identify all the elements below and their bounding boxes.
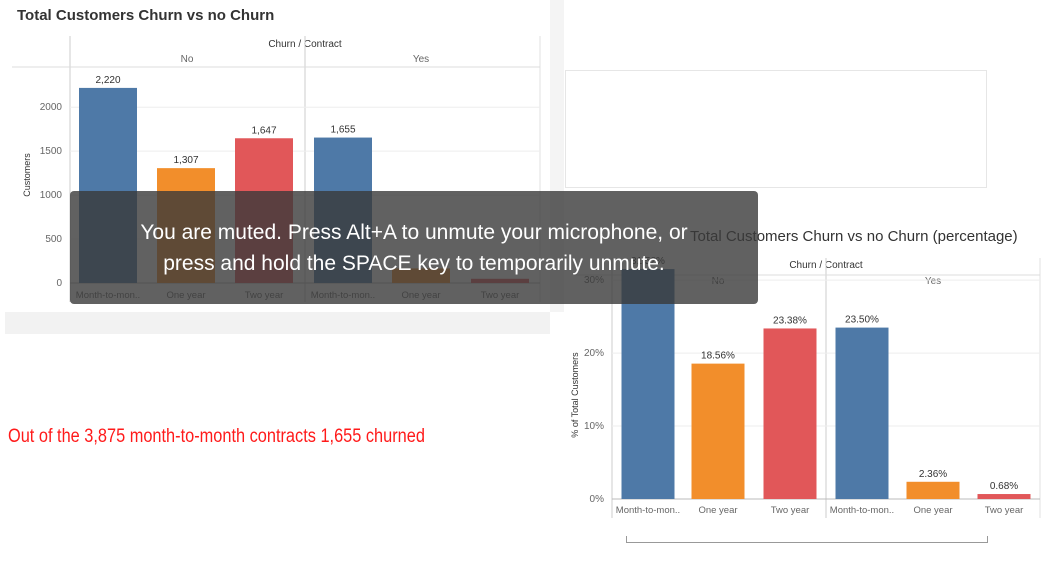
churn-note-text: Out of the 3,875 month-to-month contract… xyxy=(8,426,425,447)
bar-yes-4 xyxy=(906,481,960,499)
y-tick-label: 1000 xyxy=(40,190,63,201)
bar-value-label: 1,307 xyxy=(173,155,198,166)
bar-no-2 xyxy=(763,328,817,499)
chart-title-percentage: Total Customers Churn vs no Churn (perce… xyxy=(690,228,1018,245)
bottom-bracket xyxy=(626,536,988,543)
y-axis-label: % of Total Customers xyxy=(570,352,580,438)
toast-line-2: press and hold the SPACE key to temporar… xyxy=(163,251,665,275)
muted-notification-toast: You are muted. Press Alt+A to unmute you… xyxy=(70,191,758,304)
y-tick-label: 1500 xyxy=(40,146,63,157)
toast-line-1: You are muted. Press Alt+A to unmute you… xyxy=(140,220,688,244)
left-panel-footer-strip xyxy=(5,312,550,334)
bar-value-label: 0.68% xyxy=(990,481,1018,492)
bar-value-label: 23.38% xyxy=(773,315,807,326)
bar-value-label: 2.36% xyxy=(919,469,947,480)
x-category-label: Two year xyxy=(985,505,1024,516)
x-category-label: One year xyxy=(698,505,737,516)
group-label-yes: Yes xyxy=(413,54,429,65)
bar-value-label: 18.56% xyxy=(701,351,735,362)
bar-yes-5 xyxy=(977,494,1031,499)
y-tick-label: 0 xyxy=(56,278,62,289)
group-label-no: No xyxy=(181,54,194,65)
x-category-label: Month-to-mon.. xyxy=(616,505,680,516)
empty-dashboard-container xyxy=(565,70,987,188)
y-tick-label: 20% xyxy=(584,348,604,359)
x-category-label: Month-to-mon.. xyxy=(830,505,894,516)
bar-value-label: 2,220 xyxy=(95,75,120,86)
y-tick-label: 500 xyxy=(45,234,62,245)
bar-value-label: 1,655 xyxy=(330,125,355,136)
bar-value-label: 23.50% xyxy=(845,315,879,326)
chart-title-customers: Total Customers Churn vs no Churn xyxy=(17,7,275,24)
y-axis-label: Customers xyxy=(22,153,32,197)
bar-value-label: 1,647 xyxy=(251,125,276,136)
y-tick-label: 10% xyxy=(584,421,604,432)
bar-yes-3 xyxy=(835,327,889,499)
x-category-label: One year xyxy=(913,505,952,516)
y-tick-label: 2000 xyxy=(40,102,63,113)
bar-no-1 xyxy=(691,363,745,499)
group-label-yes: Yes xyxy=(925,276,941,287)
bar-no-0 xyxy=(621,269,675,499)
y-tick-label: 0% xyxy=(590,494,605,505)
x-category-label: Two year xyxy=(771,505,810,516)
